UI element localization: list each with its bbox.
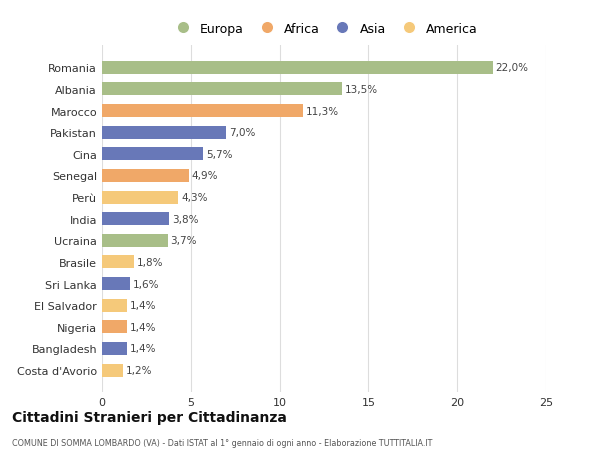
Bar <box>102 126 226 140</box>
Bar <box>102 256 134 269</box>
Text: 11,3%: 11,3% <box>305 106 338 116</box>
Text: 4,3%: 4,3% <box>181 193 208 202</box>
Text: 1,4%: 1,4% <box>130 322 156 332</box>
Text: 5,7%: 5,7% <box>206 150 232 159</box>
Text: 3,8%: 3,8% <box>172 214 199 224</box>
Bar <box>102 105 302 118</box>
Text: 1,2%: 1,2% <box>126 365 152 375</box>
Bar <box>102 83 342 96</box>
Text: 1,4%: 1,4% <box>130 301 156 310</box>
Text: 3,7%: 3,7% <box>170 236 197 246</box>
Bar <box>102 364 124 377</box>
Bar <box>102 213 169 226</box>
Bar <box>102 62 493 75</box>
Bar <box>102 342 127 355</box>
Bar <box>102 320 127 334</box>
Bar <box>102 234 168 247</box>
Text: 4,9%: 4,9% <box>191 171 218 181</box>
Bar <box>102 148 203 161</box>
Text: 22,0%: 22,0% <box>496 63 529 73</box>
Text: 1,8%: 1,8% <box>137 257 163 267</box>
Text: 13,5%: 13,5% <box>344 85 377 95</box>
Bar <box>102 299 127 312</box>
Text: 1,4%: 1,4% <box>130 344 156 353</box>
Text: Cittadini Stranieri per Cittadinanza: Cittadini Stranieri per Cittadinanza <box>12 411 287 425</box>
Text: COMUNE DI SOMMA LOMBARDO (VA) - Dati ISTAT al 1° gennaio di ogni anno - Elaboraz: COMUNE DI SOMMA LOMBARDO (VA) - Dati IST… <box>12 438 433 448</box>
Bar <box>102 169 189 183</box>
Text: 1,6%: 1,6% <box>133 279 160 289</box>
Legend: Europa, Africa, Asia, America: Europa, Africa, Asia, America <box>165 17 483 40</box>
Bar <box>102 191 178 204</box>
Bar <box>102 277 130 291</box>
Text: 7,0%: 7,0% <box>229 128 256 138</box>
